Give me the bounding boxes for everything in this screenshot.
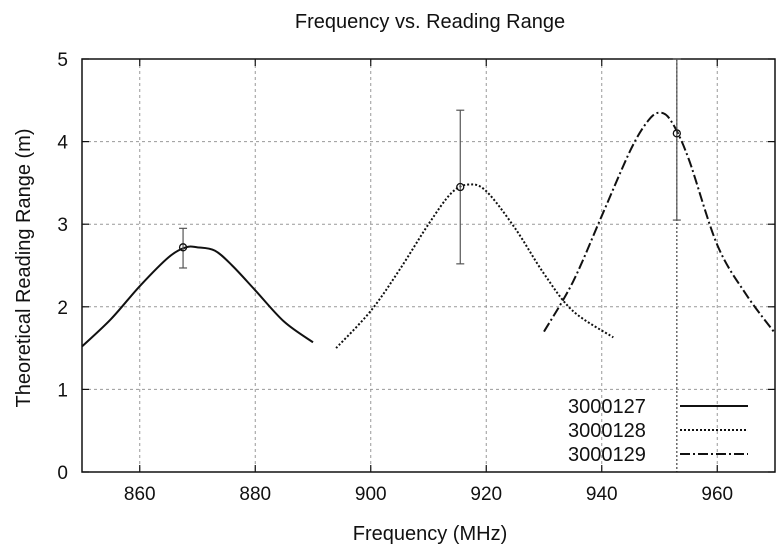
data-point-marker — [178, 243, 188, 252]
x-tick-label: 880 — [239, 484, 271, 505]
y-tick-label: 1 — [57, 380, 68, 401]
x-axis-label: Frequency (MHz) — [353, 523, 507, 545]
series-line-3000128 — [335, 183, 614, 349]
series-line-3000127 — [81, 245, 314, 348]
y-tick-label: 3 — [57, 215, 68, 236]
data-point-marker — [456, 182, 465, 192]
y-tick-label: 5 — [57, 50, 68, 71]
series-line-3000129 — [543, 111, 776, 334]
y-tick-label: 0 — [57, 463, 68, 484]
data-point-marker — [672, 129, 681, 138]
x-tick-label: 940 — [586, 484, 618, 505]
x-tick-label: 900 — [355, 484, 387, 505]
legend-label: 3000127 — [568, 396, 646, 418]
x-tick-label: 860 — [124, 484, 156, 505]
y-axis-label: Theoretical Reading Range (m) — [13, 128, 35, 407]
chart-title: Frequency vs. Reading Range — [295, 11, 565, 33]
x-tick-label: 920 — [470, 484, 502, 505]
y-tick-label: 2 — [57, 298, 68, 319]
x-tick-label: 960 — [701, 484, 733, 505]
legend-label: 3000128 — [568, 420, 646, 442]
plot-frame — [81, 58, 776, 473]
legend-label: 3000129 — [568, 444, 646, 466]
y-tick-label: 4 — [57, 133, 68, 154]
